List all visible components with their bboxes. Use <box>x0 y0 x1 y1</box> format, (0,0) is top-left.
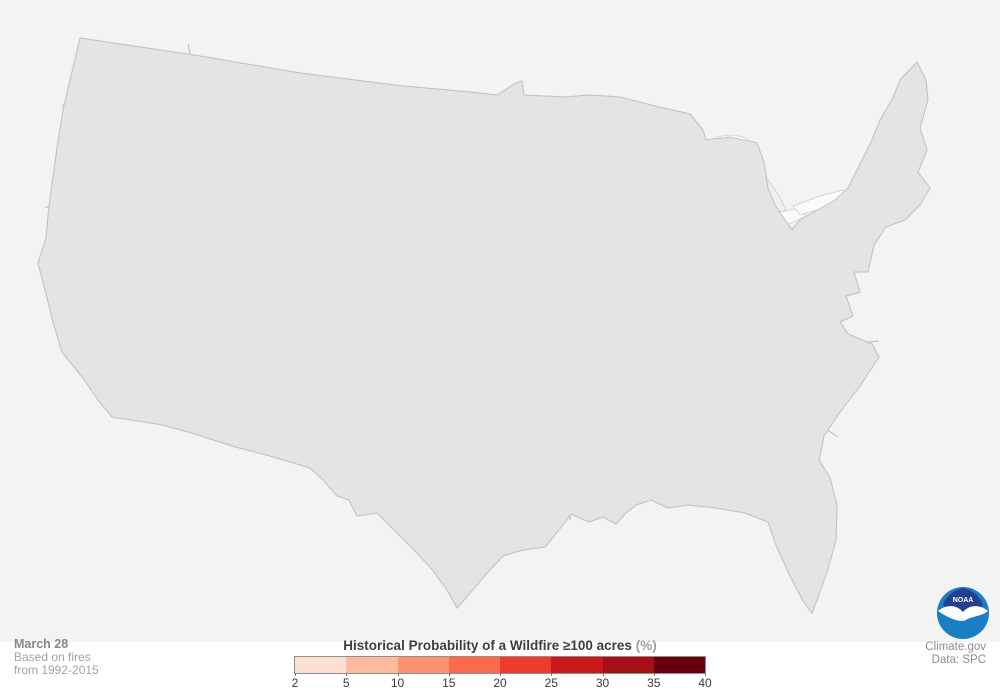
legend-tick-label: 25 <box>544 676 558 690</box>
legend-color-segment <box>500 657 552 673</box>
legend-title-text: Historical Probability of a Wildfire ≥10… <box>343 638 632 653</box>
map-area: NOAA <box>0 0 1000 642</box>
credit-data-source: Data: SPC <box>931 654 986 666</box>
legend-tick-mark <box>500 673 501 676</box>
annotation-date: March 28 <box>14 637 69 651</box>
legend-color-segment <box>448 657 500 673</box>
legend-color-segment <box>551 657 603 673</box>
legend-tick-mark <box>653 673 655 676</box>
legend-tick-label: 20 <box>493 676 507 690</box>
legend-tick-mark <box>705 673 706 676</box>
legend-tick-mark <box>551 673 553 676</box>
legend-tick-mark <box>346 673 348 676</box>
legend-ticks: 2 5 10 15 20 25 30 35 40 <box>291 673 712 691</box>
legend-title-unit: (%) <box>635 638 657 653</box>
legend-tick-mark <box>397 673 399 676</box>
legend-tick-label: 2 <box>291 676 299 690</box>
legend-tick-label: 40 <box>698 676 712 690</box>
legend-color-segment <box>653 657 705 673</box>
annotation-basis-line1: Based on fires <box>14 650 91 664</box>
noaa-logo: NOAA <box>937 587 989 639</box>
noaa-logo-text: NOAA <box>953 597 974 604</box>
legend-tick-label: 35 <box>647 676 661 690</box>
date-annotation: March 28 Based on fires from 1992-2015 <box>14 638 99 677</box>
credit-source: Climate.gov <box>925 641 986 653</box>
legend-color-segment <box>602 657 654 673</box>
legend: Historical Probability of a Wildfire ≥10… <box>240 638 760 690</box>
legend-tick-label: 15 <box>442 676 456 690</box>
legend-tick-label: 10 <box>390 676 405 690</box>
legend-tick-mark <box>602 673 604 676</box>
legend-tick-mark <box>448 673 450 676</box>
legend-color-segment <box>295 657 347 673</box>
legend-tick-label: 30 <box>595 676 610 690</box>
legend-color-segment <box>397 657 449 673</box>
legend-color-segment <box>346 657 398 673</box>
legend-tick-mark <box>295 673 296 676</box>
us-probability-map: NOAA <box>0 0 1000 642</box>
legend-colorbar <box>294 656 706 674</box>
noaa-seagull-icon <box>938 606 988 621</box>
annotation-basis-line2: from 1992-2015 <box>14 663 99 677</box>
credits: Climate.gov Data: SPC <box>925 641 986 667</box>
legend-tick-label: 5 <box>342 676 350 690</box>
legend-title: Historical Probability of a Wildfire ≥10… <box>240 638 760 655</box>
